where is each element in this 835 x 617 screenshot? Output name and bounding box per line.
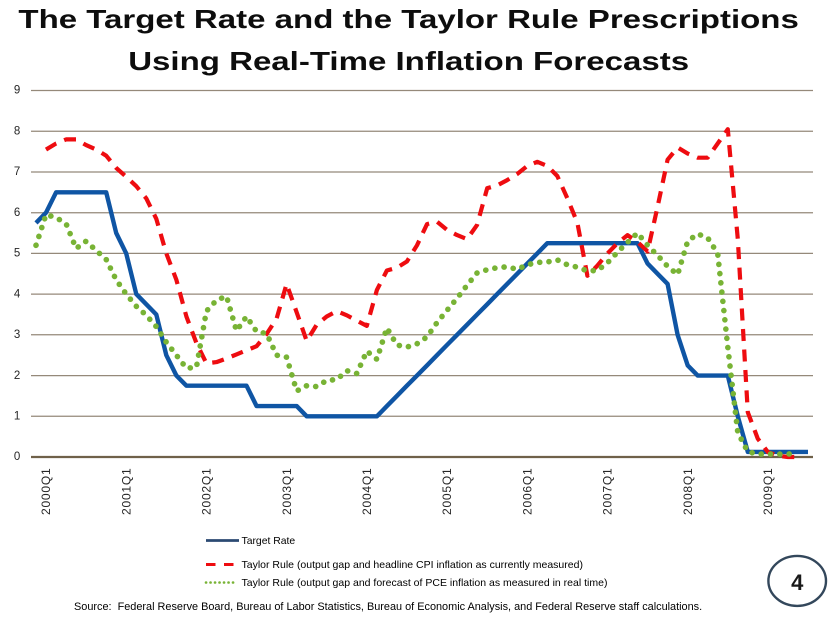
svg-text:7: 7 bbox=[14, 166, 20, 178]
svg-text:0: 0 bbox=[14, 451, 20, 463]
svg-text:Taylor Rule (output gap and he: Taylor Rule (output gap and headline CPI… bbox=[242, 559, 583, 571]
svg-text:2008Q1: 2008Q1 bbox=[681, 467, 695, 515]
svg-text:2003Q1: 2003Q1 bbox=[280, 467, 294, 515]
svg-text:4: 4 bbox=[791, 570, 804, 595]
svg-text:2007Q1: 2007Q1 bbox=[601, 467, 615, 515]
svg-text:8: 8 bbox=[14, 125, 20, 137]
svg-text:4: 4 bbox=[14, 288, 21, 300]
svg-text:2001Q1: 2001Q1 bbox=[119, 467, 133, 515]
svg-text:2005Q1: 2005Q1 bbox=[440, 467, 454, 515]
svg-text:5: 5 bbox=[14, 248, 20, 260]
svg-text:2000Q1: 2000Q1 bbox=[39, 467, 53, 515]
svg-text:9: 9 bbox=[14, 85, 20, 97]
svg-text:2006Q1: 2006Q1 bbox=[521, 467, 535, 515]
svg-text:3: 3 bbox=[14, 329, 20, 341]
svg-text:1: 1 bbox=[14, 411, 20, 423]
svg-text:Target Rate: Target Rate bbox=[242, 536, 296, 547]
svg-text:Taylor Rule (output gap and fo: Taylor Rule (output gap and forecast of … bbox=[242, 577, 608, 589]
svg-text:Source: Federal Reserve Board: Source: Federal Reserve Board, Bureau of… bbox=[74, 601, 702, 613]
svg-text:2009Q1: 2009Q1 bbox=[761, 467, 775, 515]
svg-text:2: 2 bbox=[14, 370, 20, 382]
svg-text:2002Q1: 2002Q1 bbox=[200, 467, 214, 515]
svg-text:2004Q1: 2004Q1 bbox=[360, 467, 374, 515]
svg-text:6: 6 bbox=[14, 207, 20, 219]
